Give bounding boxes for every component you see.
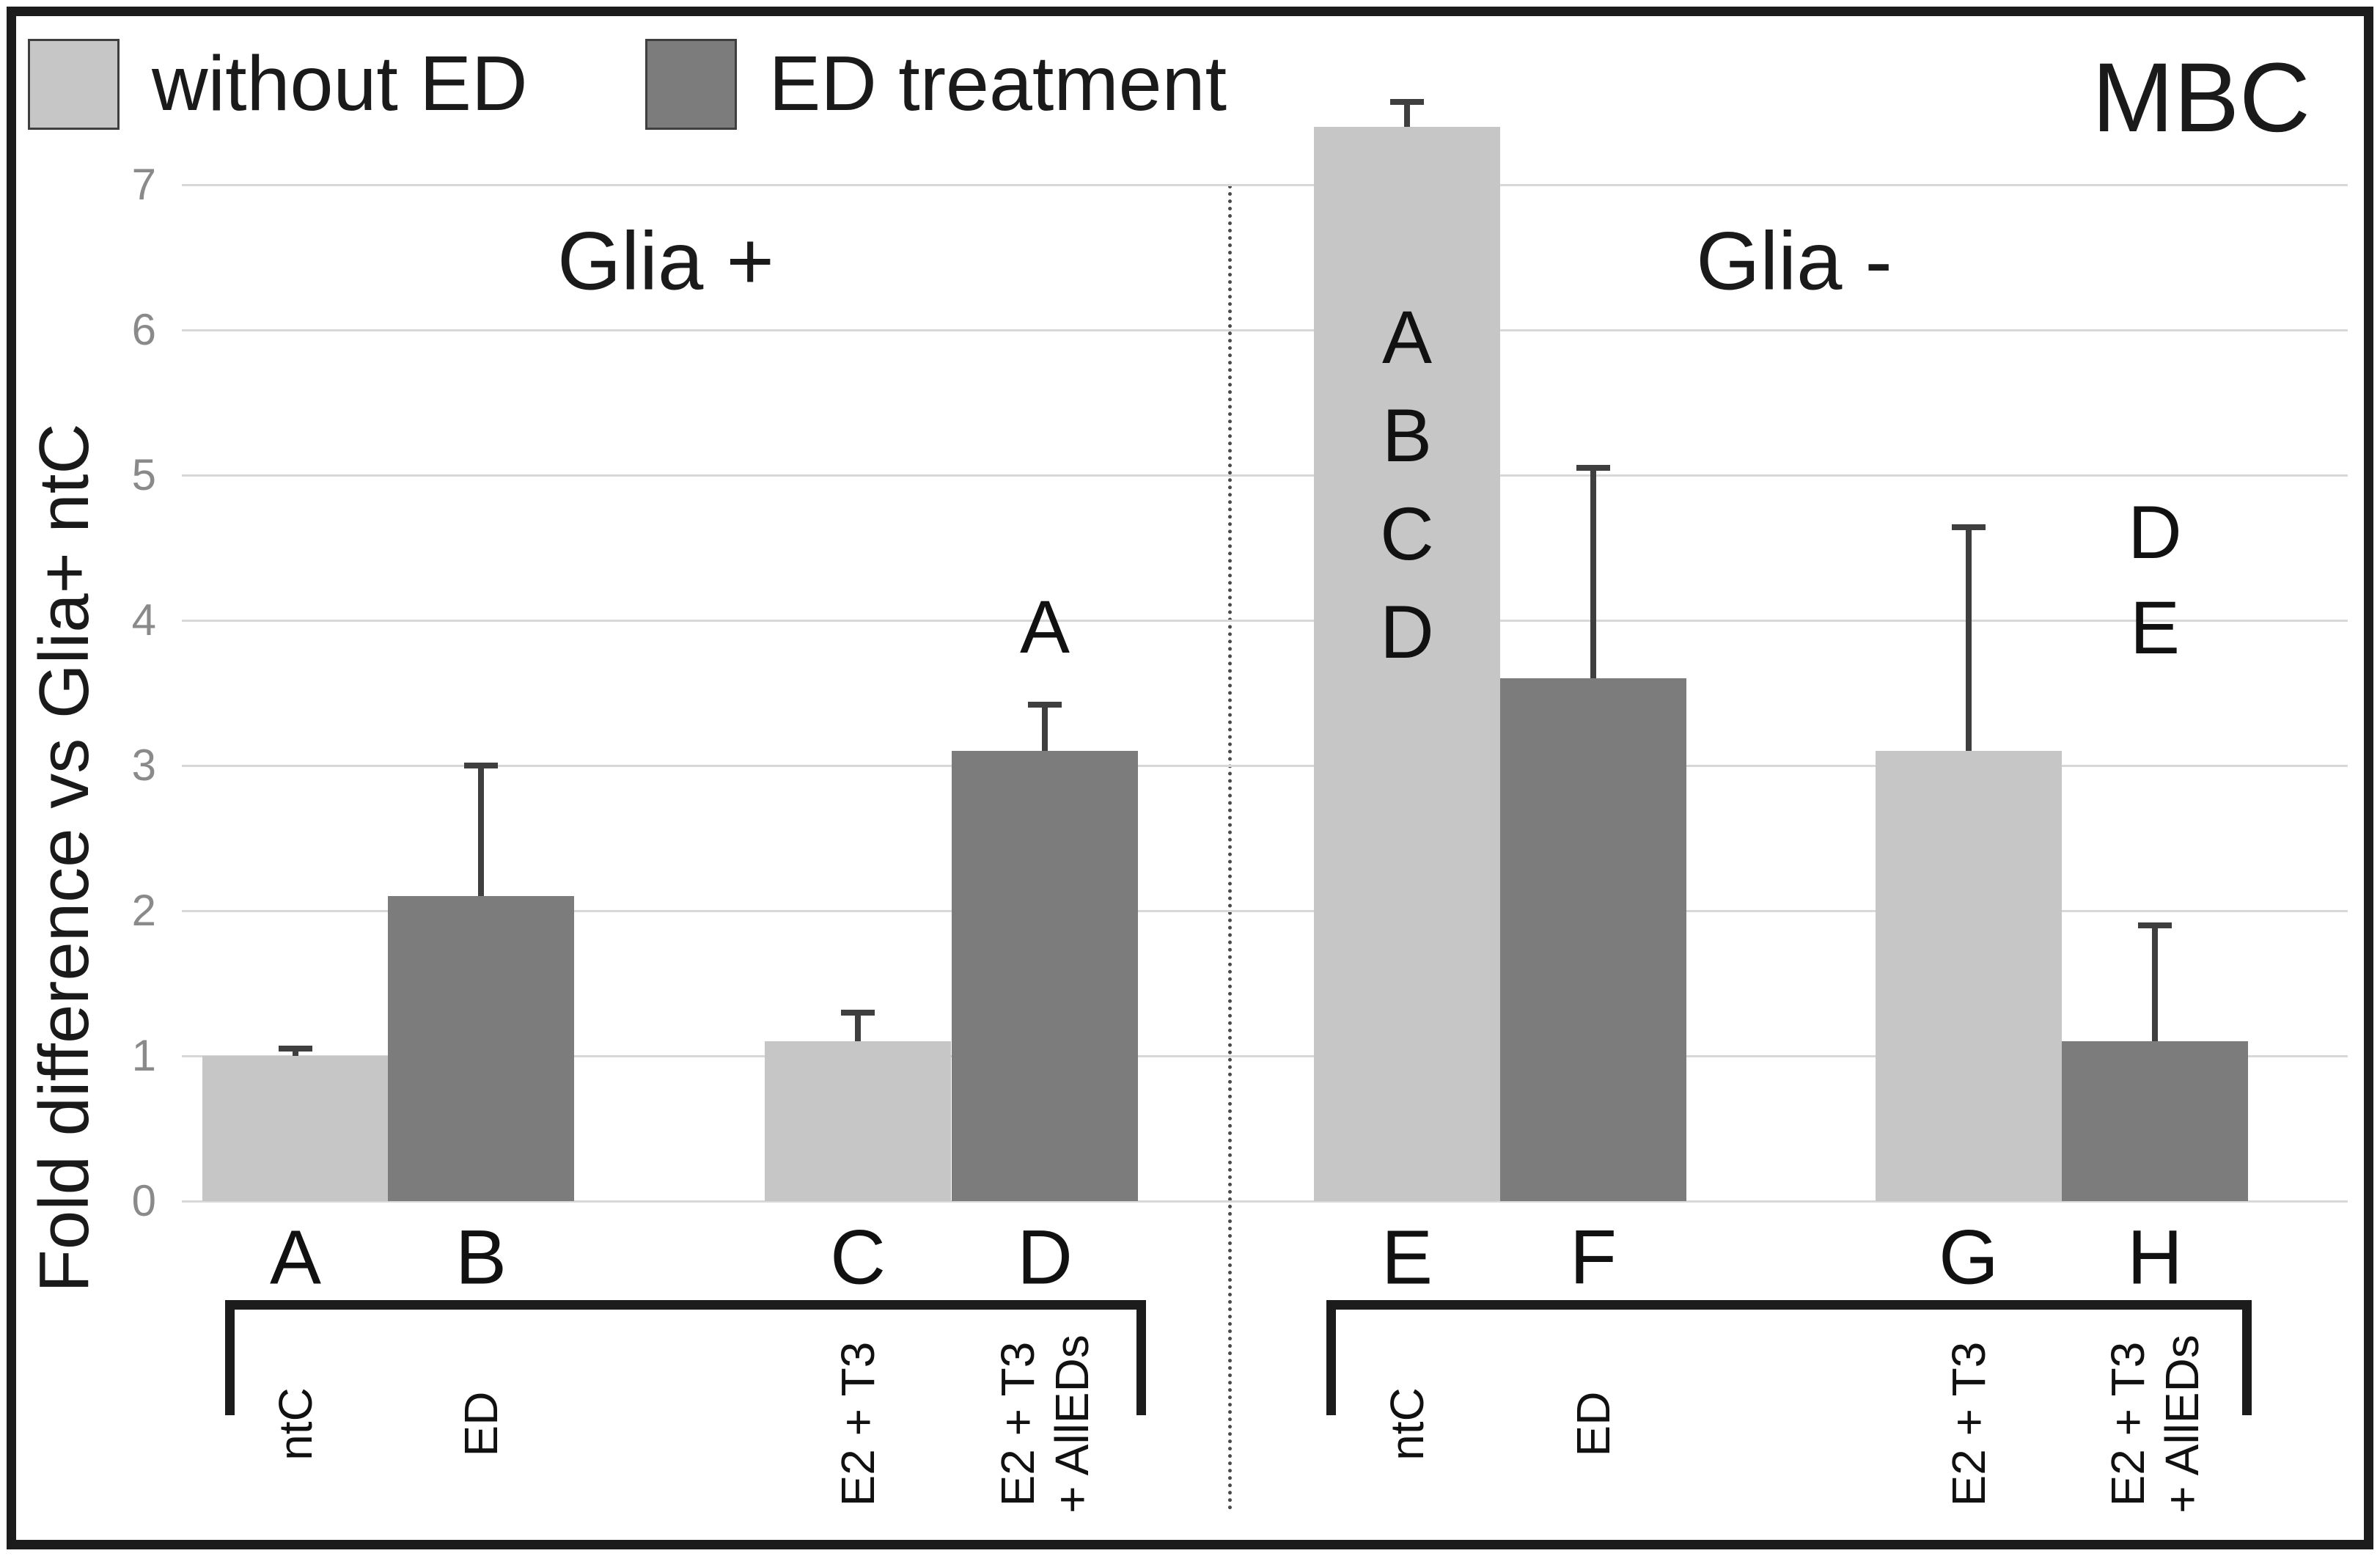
bar-C bbox=[765, 1041, 951, 1201]
y-tick-label-7: 7 bbox=[131, 160, 156, 209]
bar-H bbox=[2062, 1041, 2248, 1201]
bar-D bbox=[952, 751, 1138, 1201]
x-letter-E: E bbox=[1381, 1214, 1433, 1301]
error-bar-G bbox=[1966, 527, 1972, 752]
treatment-label-line: ntC bbox=[269, 1387, 322, 1461]
treatment-label-D: E2 + T3 + AllEDs bbox=[991, 1335, 1099, 1513]
bar-F bbox=[1500, 678, 1686, 1201]
significance-letter-H-D: D bbox=[2128, 491, 2182, 574]
significance-letter-E-B: B bbox=[1381, 394, 1433, 477]
figure-frame bbox=[7, 7, 2373, 1549]
chart-title: MBC bbox=[2092, 43, 2310, 153]
treatment-label-C: E2 + T3 bbox=[831, 1342, 885, 1507]
gridline-1 bbox=[182, 1055, 2348, 1057]
glia-plus-bracket-right-end bbox=[1136, 1300, 1146, 1415]
y-tick-label-4: 4 bbox=[131, 595, 156, 645]
x-letter-C: C bbox=[830, 1214, 886, 1301]
treatment-label-E: ntC bbox=[1380, 1387, 1434, 1461]
x-letter-G: G bbox=[1939, 1214, 1999, 1301]
error-bar-F bbox=[1590, 468, 1596, 679]
glia-minus-bracket-right-end bbox=[2242, 1300, 2252, 1415]
legend-label-ed-treatment: ED treatment bbox=[768, 40, 1227, 127]
legend-swatch-ed-treatment bbox=[644, 38, 737, 130]
significance-letter-E-D: D bbox=[1380, 590, 1434, 674]
y-tick-label-3: 3 bbox=[131, 741, 156, 790]
treatment-label-line: + AllEDs bbox=[2156, 1335, 2208, 1513]
treatment-label-A: ntC bbox=[268, 1387, 323, 1461]
bar-G bbox=[1876, 751, 2062, 1201]
y-tick-label-2: 2 bbox=[131, 886, 156, 935]
treatment-label-H: E2 + T3 + AllEDs bbox=[2101, 1335, 2209, 1513]
legend-item-without-ed: without ED bbox=[28, 38, 528, 130]
x-letter-D: D bbox=[1017, 1214, 1073, 1301]
glia-plus-bracket-horizontal bbox=[225, 1300, 1146, 1310]
treatment-label-line: E2 + T3 bbox=[831, 1341, 884, 1507]
treatment-label-line: + AllEDs bbox=[1046, 1335, 1098, 1513]
error-bar-E bbox=[1404, 102, 1410, 127]
treatment-label-line: ntC bbox=[1381, 1387, 1433, 1461]
gridline-4 bbox=[182, 620, 2348, 622]
panel-divider-dotted-line bbox=[1228, 185, 1232, 1511]
legend: without ED ED treatment bbox=[28, 38, 1227, 130]
significance-letter-E-C: C bbox=[1380, 492, 1434, 576]
treatment-label-F: ED bbox=[1566, 1392, 1620, 1457]
error-bar-cap-F bbox=[1576, 465, 1610, 471]
treatment-label-line: E2 + T3 bbox=[1942, 1341, 1995, 1507]
error-bar-B bbox=[478, 766, 484, 897]
y-tick-label-1: 1 bbox=[131, 1031, 156, 1080]
glia-plus-bracket-left-end bbox=[225, 1300, 235, 1415]
gridline-3 bbox=[182, 765, 2348, 767]
treatment-label-line: E2 + T3 bbox=[2101, 1341, 2154, 1507]
error-bar-cap-G bbox=[1952, 524, 1986, 531]
error-bar-cap-C bbox=[841, 1009, 875, 1016]
y-tick-label-0: 0 bbox=[131, 1176, 156, 1225]
y-tick-label-5: 5 bbox=[131, 450, 156, 499]
legend-swatch-without-ed bbox=[28, 38, 120, 130]
x-letter-H: H bbox=[2127, 1214, 2183, 1301]
gridline-7 bbox=[182, 184, 2348, 186]
error-bar-H bbox=[2152, 925, 2158, 1042]
gridline-6 bbox=[182, 329, 2348, 331]
error-bar-C bbox=[855, 1012, 861, 1042]
error-bar-cap-A bbox=[279, 1046, 312, 1052]
treatment-label-line: E2 + T3 bbox=[991, 1341, 1044, 1507]
treatment-label-G: E2 + T3 bbox=[1942, 1342, 1996, 1507]
treatment-label-line: ED bbox=[455, 1391, 507, 1457]
x-letter-A: A bbox=[269, 1214, 322, 1301]
x-letter-B: B bbox=[455, 1214, 507, 1301]
panel-label-glia-plus: Glia + bbox=[557, 215, 774, 307]
treatment-label-line: ED bbox=[1567, 1391, 1620, 1457]
panel-label-glia-minus: Glia - bbox=[1696, 215, 1892, 307]
bar-A bbox=[202, 1056, 389, 1201]
error-bar-cap-B bbox=[464, 763, 498, 768]
y-tick-label-6: 6 bbox=[131, 305, 156, 354]
glia-minus-bracket-left-end bbox=[1326, 1300, 1336, 1415]
error-bar-cap-H bbox=[2138, 922, 2172, 928]
error-bar-D bbox=[1042, 704, 1048, 752]
error-bar-cap-D bbox=[1028, 701, 1062, 708]
error-bar-cap-E bbox=[1390, 99, 1424, 106]
bar-E bbox=[1314, 126, 1500, 1201]
significance-letter-H-E: E bbox=[2129, 586, 2181, 669]
treatment-label-B: ED bbox=[454, 1392, 508, 1457]
error-bar-A bbox=[293, 1049, 298, 1056]
legend-label-without-ed: without ED bbox=[152, 40, 528, 127]
legend-item-ed-treatment: ED treatment bbox=[644, 38, 1227, 130]
x-letter-F: F bbox=[1569, 1214, 1617, 1301]
gridline-0 bbox=[182, 1200, 2348, 1203]
significance-letter-D-A: A bbox=[1019, 585, 1070, 669]
gridline-2 bbox=[182, 910, 2348, 912]
significance-letter-E-A: A bbox=[1381, 296, 1433, 379]
glia-minus-bracket-horizontal bbox=[1326, 1300, 2252, 1310]
gridline-5 bbox=[182, 474, 2348, 477]
bar-B bbox=[388, 896, 574, 1201]
